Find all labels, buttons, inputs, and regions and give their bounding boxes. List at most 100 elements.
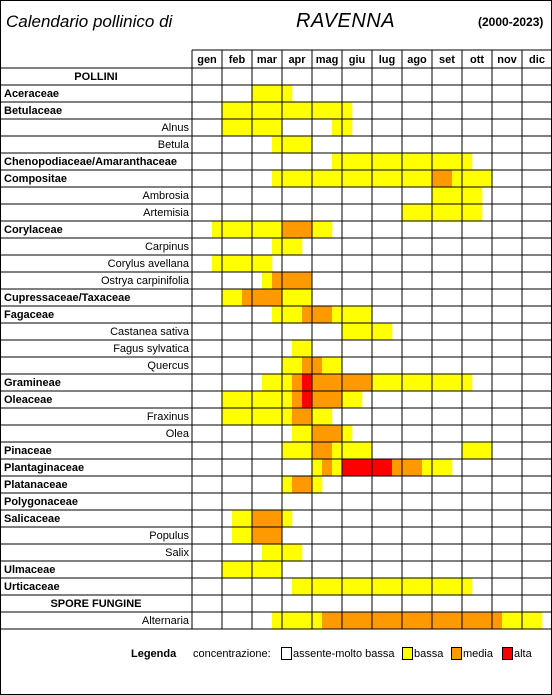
heat-cell [412,374,423,391]
heat-cell [442,170,453,187]
heat-cell [362,153,373,170]
heat-cell [342,578,353,595]
heat-cell [332,391,343,408]
heat-cell [262,85,273,102]
heat-cell [332,425,343,442]
heat-cell [212,221,223,238]
heat-cell [322,170,333,187]
heat-cell [422,204,433,221]
heat-cell [302,102,313,119]
legend-label-media: media [463,648,493,660]
month-header: mag [315,54,339,66]
heat-cell [222,289,233,306]
heat-cell [442,612,453,629]
heat-cell [382,459,393,476]
heat-cell [352,391,363,408]
heat-cell [272,221,283,238]
heat-cell [272,289,283,306]
heat-cell [442,204,453,221]
heat-cell [222,255,233,272]
family-label: Betulaceae [4,104,63,117]
legend-label-bassa: bassa [414,648,444,660]
city-name: RAVENNA [296,10,396,32]
heat-cell [232,391,243,408]
legend-swatch-bassa [402,647,413,660]
family-label: Salicaceae [4,512,61,525]
heat-cell [312,612,323,629]
heat-cell [282,272,293,289]
heat-cell [422,170,433,187]
heat-cell [282,136,293,153]
year-range: (2000-2023) [478,15,544,29]
heat-cell [382,170,393,187]
heat-cell [232,289,243,306]
heat-cell [372,578,383,595]
heat-cell [382,578,393,595]
heat-cell [252,119,263,136]
heat-cell [362,612,373,629]
heat-cell [342,374,353,391]
heat-cell [322,306,333,323]
family-label: Plantaginaceae [4,461,85,474]
heat-cell [282,544,293,561]
legend-swatch-alta [502,647,513,660]
heat-cell [232,510,243,527]
heat-cell [442,187,453,204]
heat-cell [372,323,383,340]
heat-cell [342,170,353,187]
heat-cell [272,102,283,119]
heat-cell [222,391,233,408]
heat-cell [312,221,323,238]
heat-cell [292,408,303,425]
heat-cell [292,578,303,595]
heat-cell [222,408,233,425]
heat-cell [332,153,343,170]
heat-cell [232,119,243,136]
heat-cell [382,374,393,391]
heat-cell [462,204,473,221]
heat-cell [292,136,303,153]
heat-cell [272,238,283,255]
heat-cell [242,102,253,119]
heat-cell [412,170,423,187]
heat-cell [362,459,373,476]
heat-cell [392,578,403,595]
taxon-label: Fraxinus [146,410,189,423]
heat-cell [362,323,373,340]
heat-cell [312,476,323,493]
heat-cell [272,561,283,578]
heat-cell [322,357,333,374]
heat-cell [222,102,233,119]
heat-cell [262,289,273,306]
heat-cell [322,578,333,595]
heat-cell [272,272,283,289]
heat-cell [252,255,263,272]
heat-cell [272,136,283,153]
family-label: Polygonaceae [4,495,78,508]
heat-cell [332,612,343,629]
heat-cell [352,374,363,391]
month-header: ott [469,54,485,66]
heat-cell [272,527,283,544]
heat-cell [272,612,283,629]
heat-cell [362,442,373,459]
heat-cell [262,119,273,136]
month-header: dic [529,54,545,66]
taxon-label: Fagus sylvatica [113,342,189,355]
heat-cell [392,153,403,170]
family-label: Ulmaceae [4,563,56,576]
heat-cell [232,102,243,119]
heat-cell [432,187,443,204]
month-header: feb [228,54,246,66]
heat-cell [412,204,423,221]
legend-label-alta: alta [514,648,532,660]
heat-cell [342,612,353,629]
heat-cell [402,153,413,170]
heat-cell [272,119,283,136]
heat-cell [322,374,333,391]
heat-cell [332,170,343,187]
heat-cell [462,374,473,391]
heat-cell [432,170,443,187]
heat-cell [222,119,233,136]
heat-cell [512,612,523,629]
